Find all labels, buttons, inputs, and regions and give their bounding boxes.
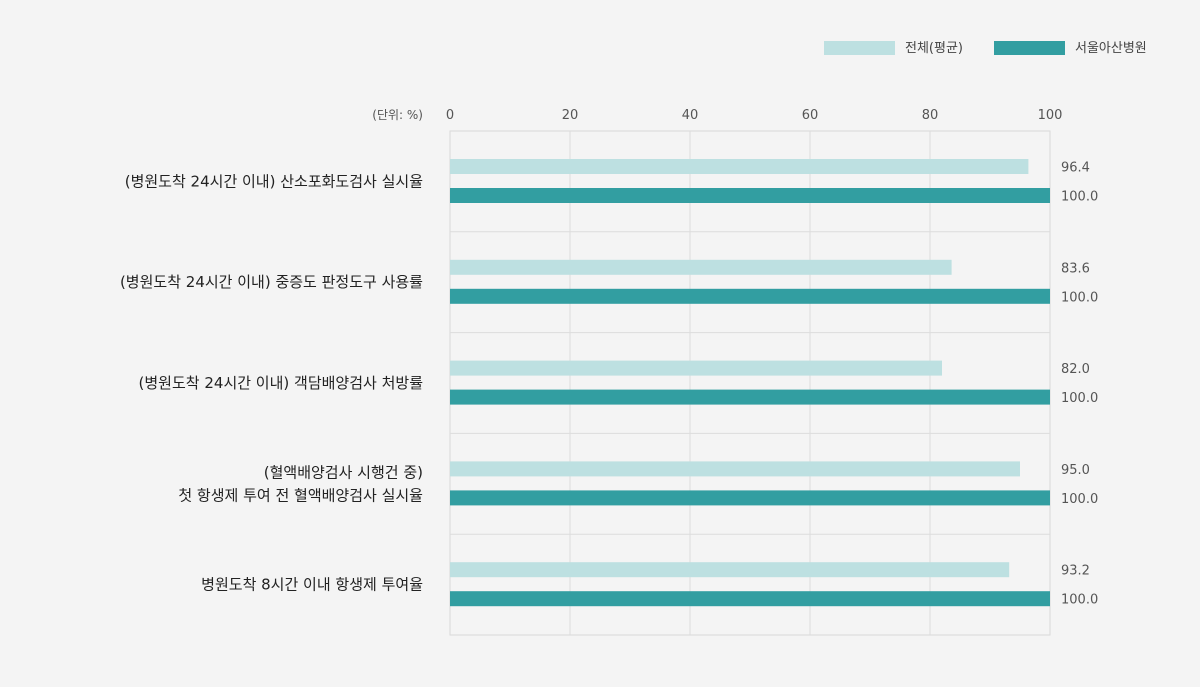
category-label: (병원도착 24시간 이내) 객담배양검사 처방률 (139, 374, 424, 392)
bar-hospital (450, 389, 1050, 405)
bar-average (450, 159, 1029, 174)
data-label: 100.0 (1061, 190, 1098, 205)
bar-average (450, 562, 1010, 578)
legend-swatch (824, 41, 895, 55)
plot-border (449, 130, 1051, 636)
legend-label: 서울아산병원 (1075, 41, 1147, 56)
grid-layer (449, 130, 1051, 636)
category-label: 첫 항생제 투여 전 혈액배양검사 실시율 (178, 486, 423, 504)
category-label: (혈액배양검사 시행건 중) (264, 463, 423, 481)
bar-hospital (450, 490, 1050, 506)
bars-layer (450, 159, 1050, 607)
data-label: 95.0 (1061, 463, 1090, 478)
data-label: 100.0 (1061, 593, 1098, 608)
bar-average (450, 259, 952, 275)
x-tick-label: 40 (682, 108, 699, 123)
legend-label: 전체(평균) (905, 41, 963, 56)
legend: 전체(평균) 서울아산병원 (824, 41, 1147, 56)
labels-layer: 0 20 40 60 80 100 96.4 100.0 (병원도착 24시간 이내) 산소포화… (120, 108, 1098, 608)
data-label: 93.2 (1061, 564, 1090, 579)
legend-swatch (994, 41, 1065, 55)
x-tick-label: 60 (802, 108, 819, 123)
data-label: 100.0 (1061, 290, 1098, 305)
x-tick-label: 0 (446, 108, 454, 123)
category-label: 병원도착 8시간 이내 항생제 투여율 (201, 576, 423, 594)
bar-hospital (450, 188, 1050, 203)
category-label: (병원도착 24시간 이내) 산소포화도검사 실시율 (125, 172, 423, 190)
data-label: 82.0 (1061, 362, 1090, 377)
data-label: 96.4 (1061, 161, 1090, 176)
bar-hospital (450, 591, 1050, 607)
x-tick-label: 20 (562, 108, 579, 123)
unit-label: (단위: %) (372, 108, 423, 122)
bar-hospital (450, 288, 1050, 304)
bar-average (450, 461, 1020, 477)
data-label: 100.0 (1061, 492, 1098, 507)
data-label: 100.0 (1061, 391, 1098, 406)
bar-average (450, 360, 942, 376)
category-label: (병원도착 24시간 이내) 중증도 판정도구 사용률 (120, 273, 423, 291)
x-tick-label: 80 (922, 108, 939, 123)
x-tick-label: 100 (1038, 108, 1063, 123)
data-label: 83.6 (1061, 261, 1090, 276)
